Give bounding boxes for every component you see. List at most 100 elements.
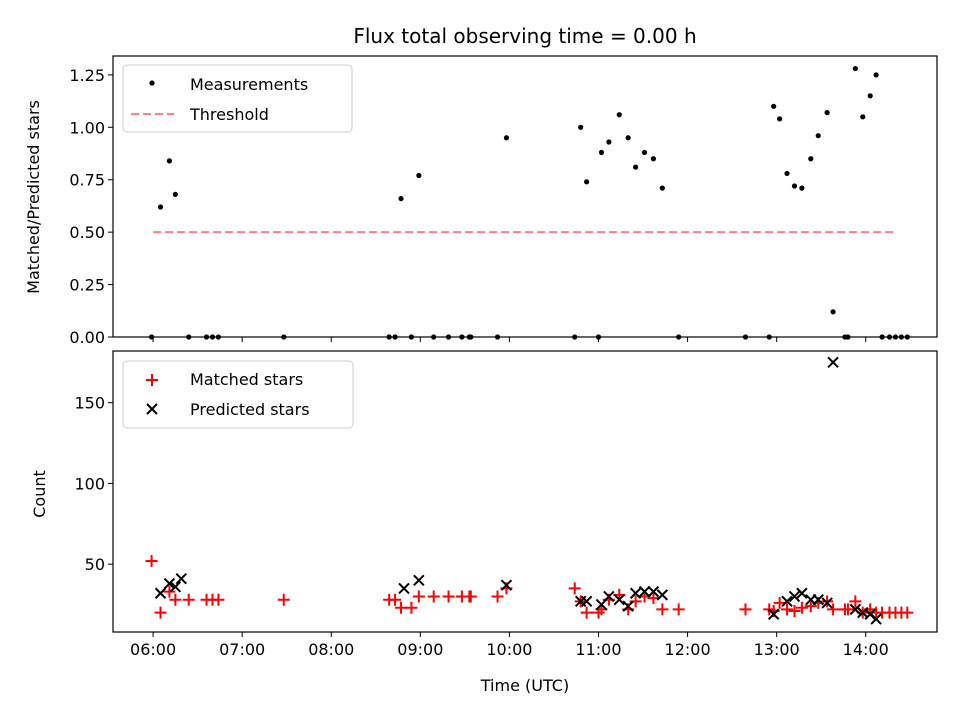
predicted-star-point	[622, 600, 634, 612]
matched-star-point	[464, 590, 477, 603]
matched-star-point	[442, 590, 455, 603]
legend-marker-predicted	[146, 403, 158, 415]
x-tick-label: 07:00	[219, 640, 265, 659]
measurement-point	[852, 65, 858, 72]
legend-label-threshold: Threshold	[189, 105, 269, 124]
measurement-point	[606, 139, 612, 145]
y-tick-label: 50	[85, 555, 105, 574]
predicted-star-point	[413, 574, 425, 587]
measurement-point	[867, 93, 873, 99]
matched-star-point	[395, 601, 408, 614]
predicted-star-point	[767, 608, 780, 620]
top-axes-frame	[112, 55, 938, 338]
y-tick-label: 0.25	[69, 276, 105, 295]
matched-star-point	[773, 596, 786, 609]
bottom-y-ticks: 50 100 150	[74, 394, 113, 574]
measurement-point	[791, 183, 798, 189]
matched-star-point	[182, 593, 195, 606]
x-tick-label: 11:00	[575, 640, 621, 659]
top-legend: Measurements Threshold	[122, 64, 353, 133]
measurement-point	[650, 156, 657, 162]
predicted-star-point	[169, 581, 182, 593]
y-tick-label: 0.00	[69, 328, 105, 347]
bottom-y-axis-label: Count	[30, 470, 49, 518]
measurement-point	[799, 185, 805, 191]
bottom-plot-area	[145, 356, 914, 625]
measurement-point	[873, 72, 879, 78]
measurement-point	[659, 185, 665, 191]
measurement-point	[641, 149, 648, 156]
predicted-star-point	[849, 603, 862, 616]
matched-star-point	[212, 593, 225, 606]
matched-star-point	[580, 606, 593, 619]
legend-marker-matched	[146, 374, 158, 386]
y-tick-label: 100	[74, 474, 105, 493]
bottom-x-ticks: 06:00 07:00 08:00 09:00 10:00 11:00 12:00 13:00…	[130, 632, 889, 659]
measurement-point	[578, 124, 584, 130]
predicted-star-point	[647, 585, 660, 598]
matched-star-point	[629, 595, 642, 608]
predicted-star-point	[656, 589, 669, 601]
x-tick-label: 08:00	[308, 640, 354, 659]
x-tick-label: 09:00	[397, 640, 443, 659]
predicted-star-point	[154, 587, 167, 599]
measurement-point	[416, 172, 422, 179]
measurement-point	[166, 158, 173, 164]
measurement-point	[815, 133, 821, 139]
y-tick-label: 1.00	[69, 118, 105, 137]
matched-star-point	[145, 554, 158, 567]
bottom-legend: Matched stars Predicted stars	[122, 360, 354, 429]
predicted-star-point	[788, 590, 801, 603]
top-panel: 0.00 0.25 0.50 0.75 1.00 1.25 Matched/Predict…	[24, 55, 938, 347]
x-tick-label: 14:00	[843, 640, 889, 659]
matched-star-point	[154, 606, 167, 619]
y-tick-label: 150	[74, 394, 105, 413]
matched-star-point	[827, 603, 840, 616]
predicted-star-point	[613, 593, 625, 606]
x-tick-label: 12:00	[665, 640, 711, 659]
measurement-point	[157, 204, 164, 210]
bottom-axes-frame	[112, 350, 938, 633]
measurement-point	[398, 195, 404, 202]
chart-title: Flux total observing time = 0.00 h	[353, 24, 696, 48]
matched-star-point	[841, 603, 854, 616]
matched-star-point	[804, 600, 817, 613]
predicted-star-point	[638, 585, 651, 598]
measurement-point	[633, 164, 639, 170]
measurement-point	[584, 179, 590, 185]
predicted-star-point	[796, 587, 808, 599]
matched-star-point	[412, 590, 425, 603]
measurement-point	[830, 309, 836, 315]
measurement-point	[771, 103, 777, 109]
predicted-star-point	[870, 613, 882, 625]
matched-star-point	[169, 593, 182, 606]
top-y-ticks: 0.00 0.25 0.50 0.75 1.00 1.25	[69, 66, 113, 347]
legend-label-predicted: Predicted stars	[190, 400, 310, 419]
measurement-point	[172, 191, 178, 198]
legend-label-matched: Matched stars	[190, 370, 303, 389]
predicted-star-point	[175, 572, 188, 585]
legend-marker-measurements	[149, 80, 155, 86]
matched-star-point	[821, 595, 834, 608]
predicted-star-point	[812, 593, 824, 606]
matched-star-point	[277, 593, 290, 606]
top-y-axis-label: Matched/Predicted stars	[24, 100, 43, 294]
matched-star-point	[788, 605, 801, 618]
top-x-ticks	[152, 337, 867, 342]
matched-star-point	[795, 601, 808, 614]
y-tick-label: 0.50	[69, 223, 105, 242]
x-tick-label: 10:00	[486, 640, 532, 659]
measurement-point	[616, 112, 622, 118]
matched-star-point	[739, 603, 752, 616]
matched-star-point	[656, 603, 669, 616]
measurement-point	[598, 149, 605, 156]
matched-star-point	[781, 603, 794, 616]
matched-star-point	[389, 593, 402, 606]
predicted-star-point	[821, 597, 833, 609]
measurement-point	[503, 135, 510, 141]
matched-star-point	[405, 601, 418, 614]
top-legend-box	[122, 64, 353, 133]
measurement-point	[777, 116, 783, 122]
predicted-star-point	[398, 582, 410, 595]
